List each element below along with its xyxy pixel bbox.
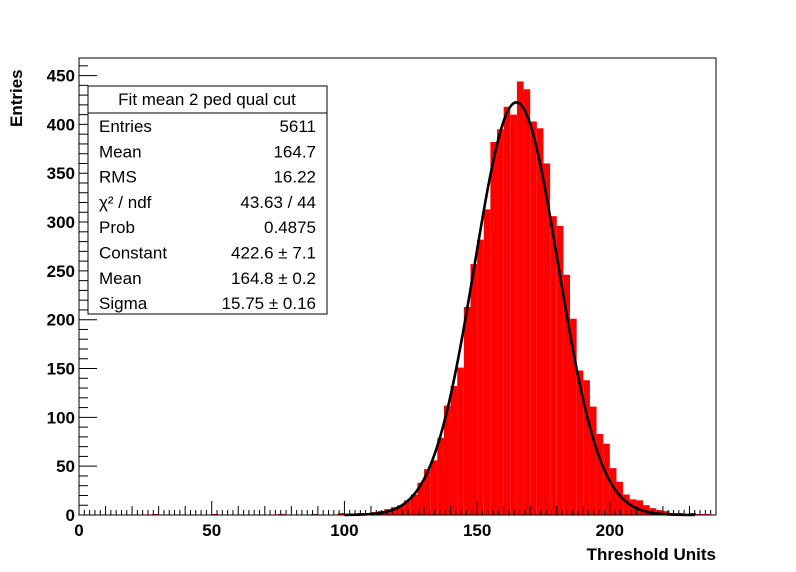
histogram-bar	[636, 500, 644, 515]
histogram-bar	[516, 81, 524, 515]
histogram-bar	[556, 225, 564, 515]
histogram-bar	[503, 106, 511, 516]
histogram-bar	[443, 405, 451, 515]
histogram-bar	[477, 239, 484, 515]
y-tick-label: 50	[56, 457, 75, 476]
histogram-bar	[450, 386, 458, 515]
histogram-bar	[523, 89, 531, 515]
histogram-bar	[390, 507, 398, 515]
stats-row-value: 5611	[279, 117, 316, 136]
histogram-bar	[397, 505, 405, 515]
histogram-bar	[570, 318, 577, 515]
stats-box-frame	[87, 85, 328, 315]
x-tick-label: 50	[202, 521, 221, 540]
stats-box: Fit mean 2 ped qual cut Entries 5611 Mean 1…	[87, 85, 328, 315]
histogram-bar	[530, 121, 537, 515]
stats-row-value: 16.22	[273, 168, 316, 187]
y-tick-label: 100	[47, 408, 75, 427]
histogram-bar	[609, 468, 617, 515]
y-tick-label: 450	[47, 67, 75, 86]
stats-row-label: Mean	[99, 269, 142, 288]
stats-row-value: 43.63 / 44	[240, 193, 316, 212]
histogram-bar	[510, 114, 517, 515]
stats-row-label: Prob	[99, 218, 135, 237]
histogram-bar	[563, 274, 571, 515]
y-axis-tick-labels: 0 50 100 150 200 250 300 350 400 450	[47, 67, 75, 525]
stats-row-value: 422.6 ± 7.1	[231, 244, 316, 263]
histogram-bar	[337, 513, 345, 515]
stats-row-value: 0.4875	[264, 218, 316, 237]
histogram-bar	[643, 505, 650, 515]
stats-row-label: Entries	[99, 117, 152, 136]
stats-row-label: χ² / ndf	[99, 193, 152, 212]
histogram-bar	[424, 469, 431, 515]
histogram-bar	[536, 128, 544, 516]
y-tick-label: 150	[47, 360, 75, 379]
x-tick-label: 100	[330, 521, 358, 540]
x-tick-label: 200	[596, 521, 624, 540]
x-tick-label: 150	[463, 521, 491, 540]
stats-row-label: Mean	[99, 142, 142, 161]
histogram-bar	[490, 141, 498, 515]
y-tick-label: 300	[47, 213, 75, 232]
stats-row-value: 164.8 ± 0.2	[231, 269, 316, 288]
histogram-bar	[430, 460, 438, 515]
histogram-bar	[596, 433, 604, 515]
histogram-bar	[404, 500, 411, 515]
stats-box-title: Fit mean 2 ped qual cut	[118, 90, 296, 109]
y-tick-label: 250	[47, 262, 75, 281]
stats-row-value: 15.75 ± 0.16	[222, 294, 316, 313]
stats-box-rows: Entries 5611 Mean 164.7 RMS 16.22 χ² / ndf 43.6…	[99, 117, 316, 313]
stats-row-label: RMS	[99, 168, 137, 187]
y-tick-label: 200	[47, 311, 75, 330]
histogram-bar	[437, 437, 444, 515]
histogram-bar	[543, 163, 551, 515]
histogram-bar	[417, 482, 425, 515]
histogram-bar	[410, 494, 418, 515]
histogram-bar	[470, 264, 478, 515]
x-axis-tick-labels: 0 50 100 150 200	[74, 521, 624, 540]
histogram-bar	[497, 129, 504, 516]
histogram-bar	[457, 367, 464, 515]
histogram-bar	[616, 481, 624, 515]
y-axis-title: Entries	[7, 69, 26, 127]
y-axis-ticks	[79, 65, 97, 516]
y-tick-label: 0	[66, 506, 75, 525]
histogram-bar	[483, 209, 491, 515]
histogram-bars	[151, 81, 710, 516]
x-axis-ticks	[78, 501, 717, 515]
histogram-bar	[550, 216, 557, 515]
histogram-bar	[649, 508, 657, 515]
histogram-bar	[463, 307, 471, 515]
x-axis-title: Threshold Units	[587, 545, 716, 564]
histogram-bar	[583, 380, 590, 515]
stats-row-label: Sigma	[99, 294, 148, 313]
histogram-bar	[623, 494, 630, 515]
histogram-bar	[576, 370, 584, 515]
stats-row-label: Constant	[99, 244, 167, 263]
y-tick-label: 350	[47, 164, 75, 183]
y-tick-label: 400	[47, 115, 75, 134]
x-tick-label: 0	[74, 521, 83, 540]
stats-row-value: 164.7	[273, 142, 316, 161]
histogram-bar	[603, 443, 610, 515]
histogram-bar	[589, 406, 597, 515]
